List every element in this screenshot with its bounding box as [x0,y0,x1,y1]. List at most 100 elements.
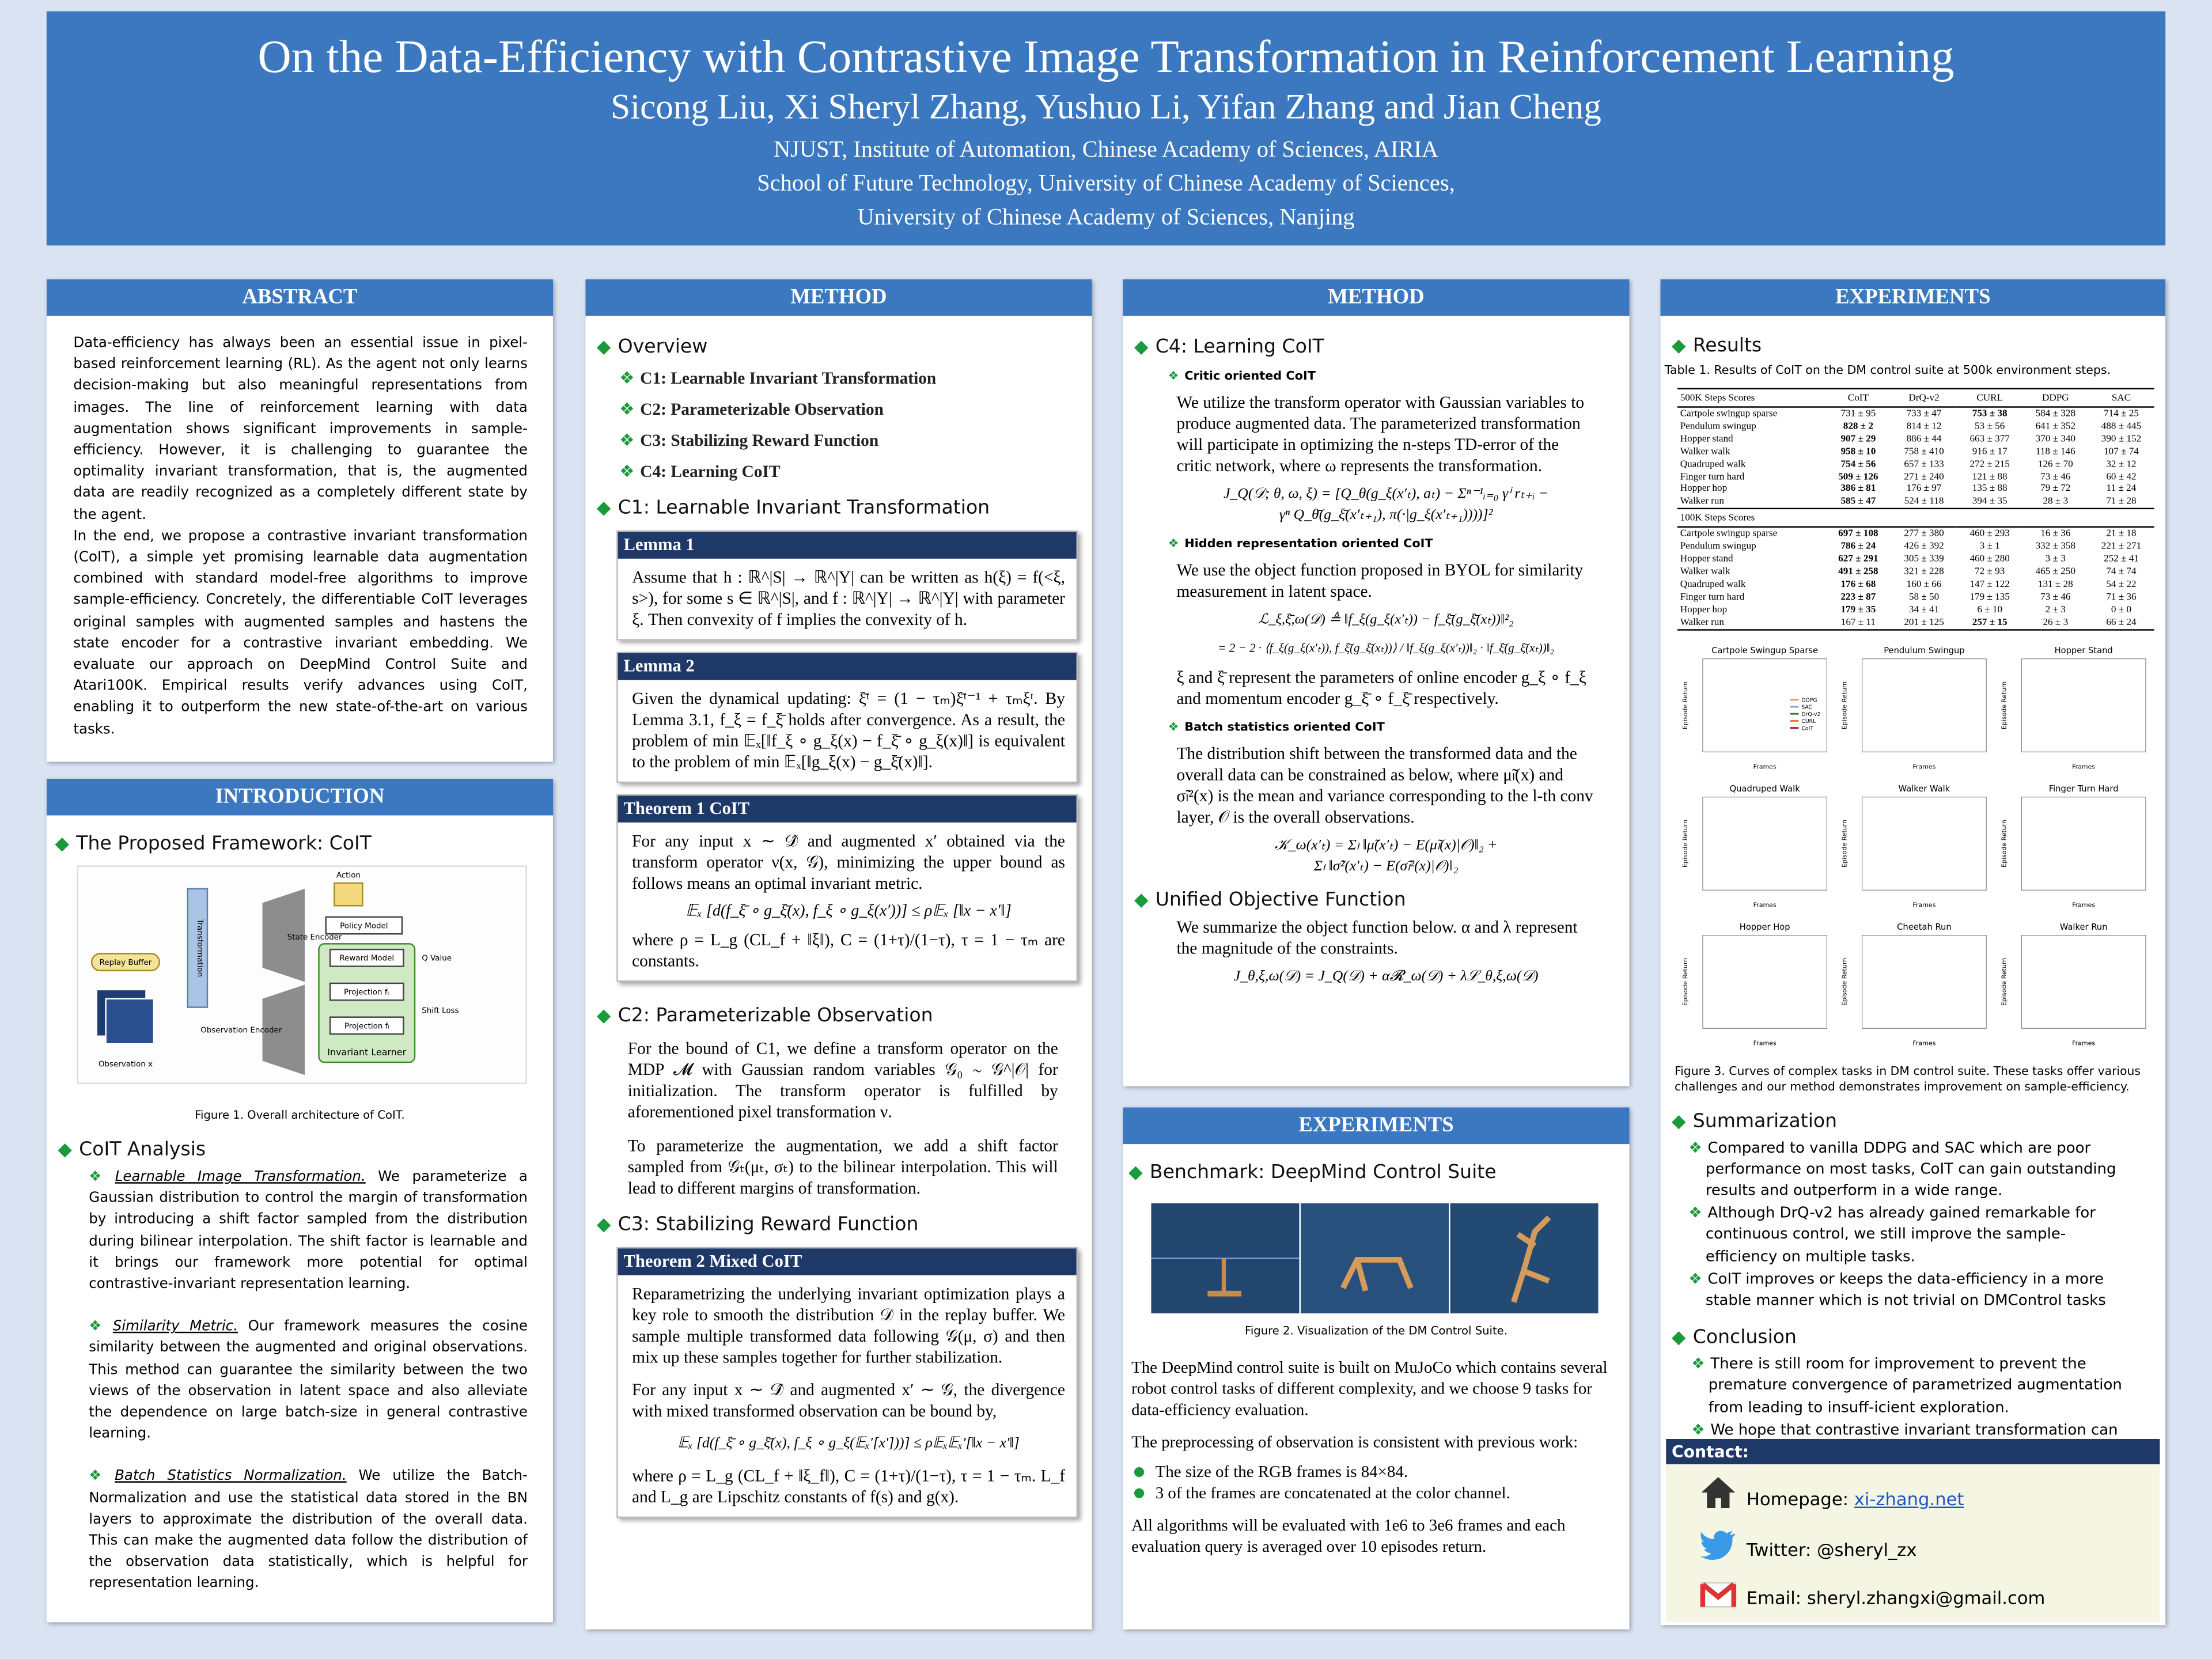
list-item: Compared to vanilla DDPG and SAC which a… [1688,1138,2137,1202]
score: 135 ± 88 [1972,483,2008,495]
bullet-text: The size of the RGB frames is 84×84. [1155,1461,1408,1482]
plot-ylabel: Episode Return [2000,819,2008,867]
score: 34 ± 41 [1908,603,1940,615]
experiments-body: The DeepMind control suite is built on M… [1123,1338,1629,1558]
score: 179 ± 35 [1840,603,1876,615]
plot-ylabel: Episode Return [1841,681,1849,729]
score: 160 ± 66 [1906,578,1942,590]
section-title: The Proposed Framework: CoIT [55,832,553,855]
plot-xlabel: Frames [1912,762,1936,770]
item-text: We parameterize a Gaussian distribution … [89,1169,528,1293]
column-header: 500K Steps Scores [1680,392,1755,404]
score: 733 ± 47 [1906,407,1942,419]
figure-label: Invariant Learner [327,1047,406,1058]
curve-plot: Cheetah Run Episode Return Frames [1841,922,1987,1046]
plot-title: Quadruped Walk [1730,783,1801,793]
affiliation: NJUST, Institute of Automation, Chinese … [773,135,1439,162]
list-item: CoIT improves or keeps the data-efficien… [1688,1269,2137,1312]
experiments-panel: EXPERIMENTS Results Table 1. Results of … [1660,279,2166,1626]
score: 74 ± 74 [2106,565,2137,577]
theorem-box: Theorem 1 CoIT For any input x ∼ 𝒟̂ and … [616,794,1078,982]
score: 26 ± 3 [2043,616,2069,627]
affiliation: University of Chinese Academy of Science… [857,203,1355,230]
plot-area [1862,934,1987,1028]
homepage-label: Homepage: [1746,1488,1854,1510]
equation: J_θ,ξ,ω(𝒟) = J_Q(𝒟) + α𝓡_ω(𝒟) + λℒ_θ,ξ,ω… [1233,969,1539,985]
figure-caption: Figure 3. Curves of complex tasks in DM … [1674,1063,2141,1093]
paragraph: The DeepMind control suite is built on M… [1131,1357,1608,1419]
panel-heading: EXPERIMENTS [1660,279,2166,316]
table-wrap: 500K Steps Scores CoIT DrQ-v2 CURL DDPG SAC Ca… [1677,388,2154,630]
column-header: DrQ-v2 [1908,392,1940,404]
authors: Sicong Liu, Xi Sheryl Zhang, Yushuo Li, … [611,89,1601,127]
score: 641 ± 352 [2035,420,2076,432]
score: 390 ± 152 [2101,433,2142,444]
item-term: Learnable Image Transformation. [115,1169,366,1185]
score: 488 ± 445 [2101,420,2142,432]
score: 58 ± 50 [1908,590,1940,603]
curve-plot: Quadruped Walk Episode Return Frames [1681,783,1828,908]
figure-label: Replay Buffer [100,959,152,967]
figure-caption: Figure 2. Visualization of the DM Contro… [1244,1324,1508,1338]
score: 524 ± 118 [1904,495,1944,507]
curve-plot: Pendulum Swingup Episode Return Frames [1841,645,1987,770]
score: 714 ± 25 [2104,407,2139,419]
score: 73 ± 46 [2040,590,2071,603]
task-name: Hopper hop [1680,603,1728,615]
figure-label: Q Value [422,955,452,963]
plot-ylabel: Episode Return [1841,957,1849,1005]
bullet-text: 3 of the frames are concatenated at the … [1155,1482,1510,1503]
score: 2 ± 3 [2045,603,2066,615]
score: 6 ± 10 [1977,603,2003,615]
score: 321 ± 228 [1904,565,1944,577]
overview-item: C4: Learning CoIT [619,461,1092,483]
paragraph: Data-efficiency has always been an essen… [73,335,528,523]
plot-xlabel: Frames [2072,900,2095,908]
home-icon [1701,1477,1736,1508]
legend-label: CoIT [1801,725,1813,731]
equation: γⁿ Q_θ̄(g_ξ̄(x′ₜ₊₁), π(·|g_ξ(x′ₜ₊₁))))]² [1279,507,1493,524]
twitter-icon [1700,1531,1736,1560]
score: 176 ± 97 [1906,483,1942,495]
equation: = 2 − 2 · ⟨f_ξ(g_ξ(x′ₜ)), f_ξ̄(g_ξ̄(xₜ))… [1218,640,1554,655]
figure-label: Projection fₜ [344,988,390,997]
subsection-title: Batch statistics oriented CoIT [1168,721,1630,734]
task-name: Pendulum swingup [1680,420,1756,432]
paragraph: We summarize the object function below. … [1176,916,1578,958]
subsection-body: The distribution shift between the trans… [1123,744,1629,878]
score: 663 ± 377 [1969,433,2010,444]
lemma-box: Lemma 1 Assume that h : ℝ^|S| → ℝ^|Y| ca… [616,530,1078,641]
table-row: Walker walk 958 ± 10 758 ± 410 916 ± 17 118 … [1677,445,2154,458]
lemma-title: Lemma 1 [618,532,1077,559]
dm-image [1450,1203,1599,1314]
task-name: Hopper stand [1680,553,1733,565]
table-row: Walker run 585 ± 47 524 ± 118 394 ± 35 28 ± … [1677,495,2154,509]
email: Email: sheryl.zhangxi@gmail.com [1746,1587,2046,1608]
figure-label: Observation Encoder [200,1027,282,1035]
bullet-dot [1134,1467,1145,1478]
score: 386 ± 81 [1840,483,1876,495]
section-title: C4: Learning CoIT [1134,336,1630,358]
equation: J_Q(𝒟; θ, ω, ξ) = [Q_θ(g_ξ(x′ₜ), aₜ) − Σ… [1223,486,1549,502]
score: 3 ± 1 [1979,540,2000,552]
score: 585 ± 47 [1840,495,1876,507]
block [329,948,404,967]
bullet: 3 of the frames are concatenated at the … [1131,1483,1618,1504]
score: 221 ± 271 [2101,540,2142,552]
table-row: Finger turn hard 223 ± 87 58 ± 50 179 ± 135… [1677,591,2154,604]
theorem-text: where ρ = L_g (CL_f + ‖ξ‖), C = (1+τ)/(1… [632,929,1065,971]
score: 21 ± 18 [2106,528,2137,540]
score: 657 ± 133 [1904,458,1944,469]
block [325,916,403,935]
contact-box: Homepage: xi-zhang.net Twitter: @sheryl_… [1666,1464,2160,1623]
task-name: Walker run [1680,616,1724,627]
plot-xlabel: Frames [1912,900,1936,908]
column-header: CURL [1976,392,2003,404]
plot-xlabel: Frames [1753,1039,1777,1046]
homepage-link[interactable]: xi-zhang.net [1854,1488,1964,1510]
analysis-item: Batch Statistics Normalization. We utili… [89,1467,528,1595]
score: 71 ± 36 [2106,590,2137,603]
